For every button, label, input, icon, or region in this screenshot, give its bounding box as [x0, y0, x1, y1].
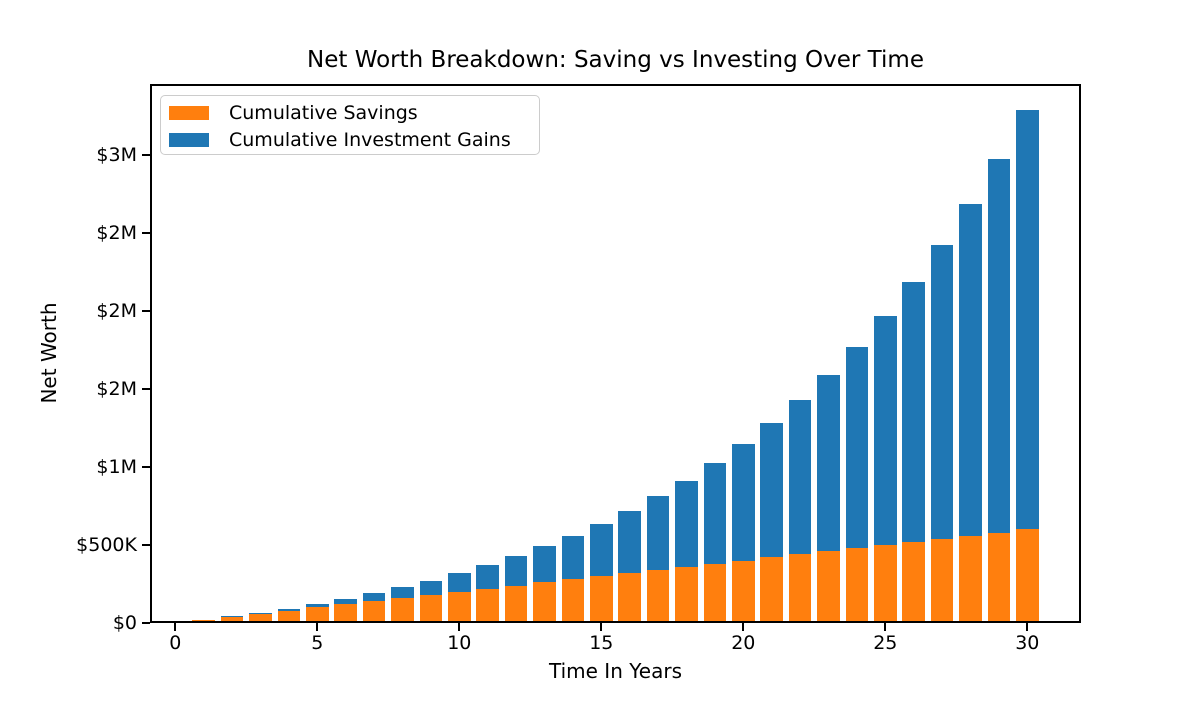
- plot-area: $0 $500K $1M $2M $2M $2M $3M 0 5 10 15 20 25 30 Cumu…: [76, 84, 1081, 654]
- y-tick-label: $500K: [76, 533, 137, 556]
- bar-cumulative-savings-year-5: [305, 607, 329, 623]
- bar-cumulative-savings-year-17: [646, 569, 670, 623]
- bar-cumulative-savings-year-18: [675, 566, 698, 623]
- bar-cumulative-investment-gains-year-28: [959, 204, 982, 536]
- x-tick-label: 25: [873, 632, 898, 654]
- bar-cumulative-investment-gains-year-20: [731, 444, 755, 561]
- bar-cumulative-investment-gains-year-12: [504, 556, 528, 586]
- bar-cumulative-savings-year-12: [504, 585, 528, 623]
- bar-cumulative-savings-year-23: [817, 551, 840, 623]
- bar-cumulative-investment-gains-year-27: [930, 245, 954, 539]
- legend-swatch-investment-gains-icon: [169, 132, 209, 147]
- x-tick-mark: [458, 623, 461, 631]
- x-tick-label: 5: [311, 632, 324, 654]
- bar-cumulative-investment-gains-year-30: [1015, 109, 1039, 530]
- bar-cumulative-investment-gains-year-6: [334, 598, 358, 605]
- legend: Cumulative Savings Cumulative Investment…: [160, 95, 540, 155]
- legend-row-savings: Cumulative Savings: [169, 99, 539, 126]
- legend-swatch-savings-icon: [169, 105, 209, 120]
- bar-cumulative-investment-gains-year-8: [391, 587, 414, 599]
- bar-cumulative-investment-gains-year-9: [419, 580, 443, 595]
- y-tick-mark: [142, 387, 150, 390]
- bar-cumulative-savings-year-19: [703, 563, 727, 623]
- legend-label-savings: Cumulative Savings: [229, 101, 418, 124]
- x-tick-label: 0: [169, 632, 182, 654]
- bar-cumulative-investment-gains-year-5: [305, 603, 329, 608]
- bar-cumulative-savings-year-13: [533, 582, 556, 623]
- y-tick-mark: [142, 543, 150, 546]
- bar-cumulative-savings-year-30: [1015, 529, 1039, 623]
- bar-cumulative-savings-year-7: [362, 601, 386, 623]
- bar-cumulative-savings-year-6: [334, 604, 358, 623]
- y-tick-mark: [142, 622, 150, 624]
- bar-cumulative-investment-gains-year-21: [760, 423, 784, 558]
- bar-cumulative-investment-gains-year-3: [249, 612, 272, 614]
- legend-label-investment-gains: Cumulative Investment Gains: [229, 128, 511, 151]
- x-tick-mark: [174, 623, 177, 631]
- bar-cumulative-savings-year-28: [959, 535, 982, 623]
- bar-cumulative-savings-year-16: [618, 573, 642, 623]
- bar-cumulative-savings-year-8: [391, 598, 414, 623]
- x-tick-label: 20: [731, 632, 756, 654]
- y-tick-label: $3M: [96, 143, 137, 166]
- bar-cumulative-investment-gains-year-13: [533, 546, 556, 583]
- bar-cumulative-investment-gains-year-15: [589, 523, 613, 577]
- bar-cumulative-investment-gains-year-4: [277, 608, 301, 611]
- y-tick-label: $2M: [96, 377, 137, 400]
- bar-cumulative-investment-gains-year-17: [646, 496, 670, 570]
- x-tick-mark: [1026, 623, 1029, 631]
- x-tick-label: 10: [447, 632, 472, 654]
- bar-cumulative-investment-gains-year-10: [447, 573, 471, 592]
- bar-cumulative-savings-year-9: [419, 594, 443, 623]
- x-tick-label: 15: [589, 632, 614, 654]
- bar-cumulative-savings-year-25: [873, 544, 897, 623]
- bar-cumulative-savings-year-1: [192, 619, 216, 623]
- bar-cumulative-investment-gains-year-14: [561, 535, 585, 580]
- x-axis-label: Time In Years: [549, 659, 682, 683]
- y-tick-label: $0: [112, 612, 137, 634]
- bar-cumulative-investment-gains-year-29: [987, 159, 1011, 533]
- bar-cumulative-investment-gains-year-7: [362, 593, 386, 602]
- bar-cumulative-savings-year-27: [930, 538, 954, 623]
- bar-cumulative-savings-year-14: [561, 579, 585, 623]
- bar-cumulative-investment-gains-year-22: [788, 400, 812, 555]
- bar-cumulative-savings-year-21: [760, 557, 784, 623]
- bar-cumulative-investment-gains-year-16: [618, 510, 642, 574]
- y-tick-mark: [142, 309, 150, 312]
- bar-cumulative-investment-gains-year-11: [476, 565, 500, 589]
- y-tick-mark: [142, 231, 150, 234]
- x-tick-label: 30: [1015, 632, 1040, 654]
- y-tick-mark: [142, 465, 150, 468]
- x-tick-mark: [316, 623, 319, 631]
- x-tick-mark: [742, 623, 745, 631]
- bar-cumulative-savings-year-10: [447, 591, 471, 623]
- bar-cumulative-investment-gains-year-19: [703, 463, 727, 564]
- bar-cumulative-savings-year-3: [249, 613, 272, 623]
- bar-cumulative-investment-gains-year-26: [902, 282, 926, 542]
- y-axis-label: Net Worth: [37, 302, 61, 404]
- bar-cumulative-savings-year-15: [589, 576, 613, 623]
- bar-cumulative-investment-gains-year-24: [845, 346, 869, 549]
- x-tick-mark: [600, 623, 603, 631]
- y-tick-label: $2M: [96, 221, 137, 244]
- bar-cumulative-savings-year-26: [902, 541, 926, 623]
- chart-title: Net Worth Breakdown: Saving vs Investing…: [307, 47, 924, 73]
- bar-cumulative-investment-gains-year-25: [873, 316, 897, 545]
- y-tick-label: $1M: [96, 455, 137, 478]
- bar-cumulative-savings-year-29: [987, 532, 1011, 623]
- bar-cumulative-savings-year-4: [277, 610, 301, 623]
- bar-cumulative-savings-year-22: [788, 554, 812, 623]
- bar-cumulative-savings-year-11: [476, 588, 500, 623]
- x-tick-mark: [884, 623, 887, 631]
- bar-cumulative-investment-gains-year-18: [675, 480, 698, 567]
- bar-cumulative-savings-year-2: [220, 616, 244, 623]
- legend-row-investment-gains: Cumulative Investment Gains: [169, 126, 539, 153]
- y-tick-mark: [142, 153, 150, 156]
- y-tick-label: $2M: [96, 299, 137, 322]
- bar-cumulative-savings-year-20: [731, 560, 755, 623]
- bar-cumulative-savings-year-24: [845, 548, 869, 623]
- bar-cumulative-investment-gains-year-23: [817, 374, 840, 552]
